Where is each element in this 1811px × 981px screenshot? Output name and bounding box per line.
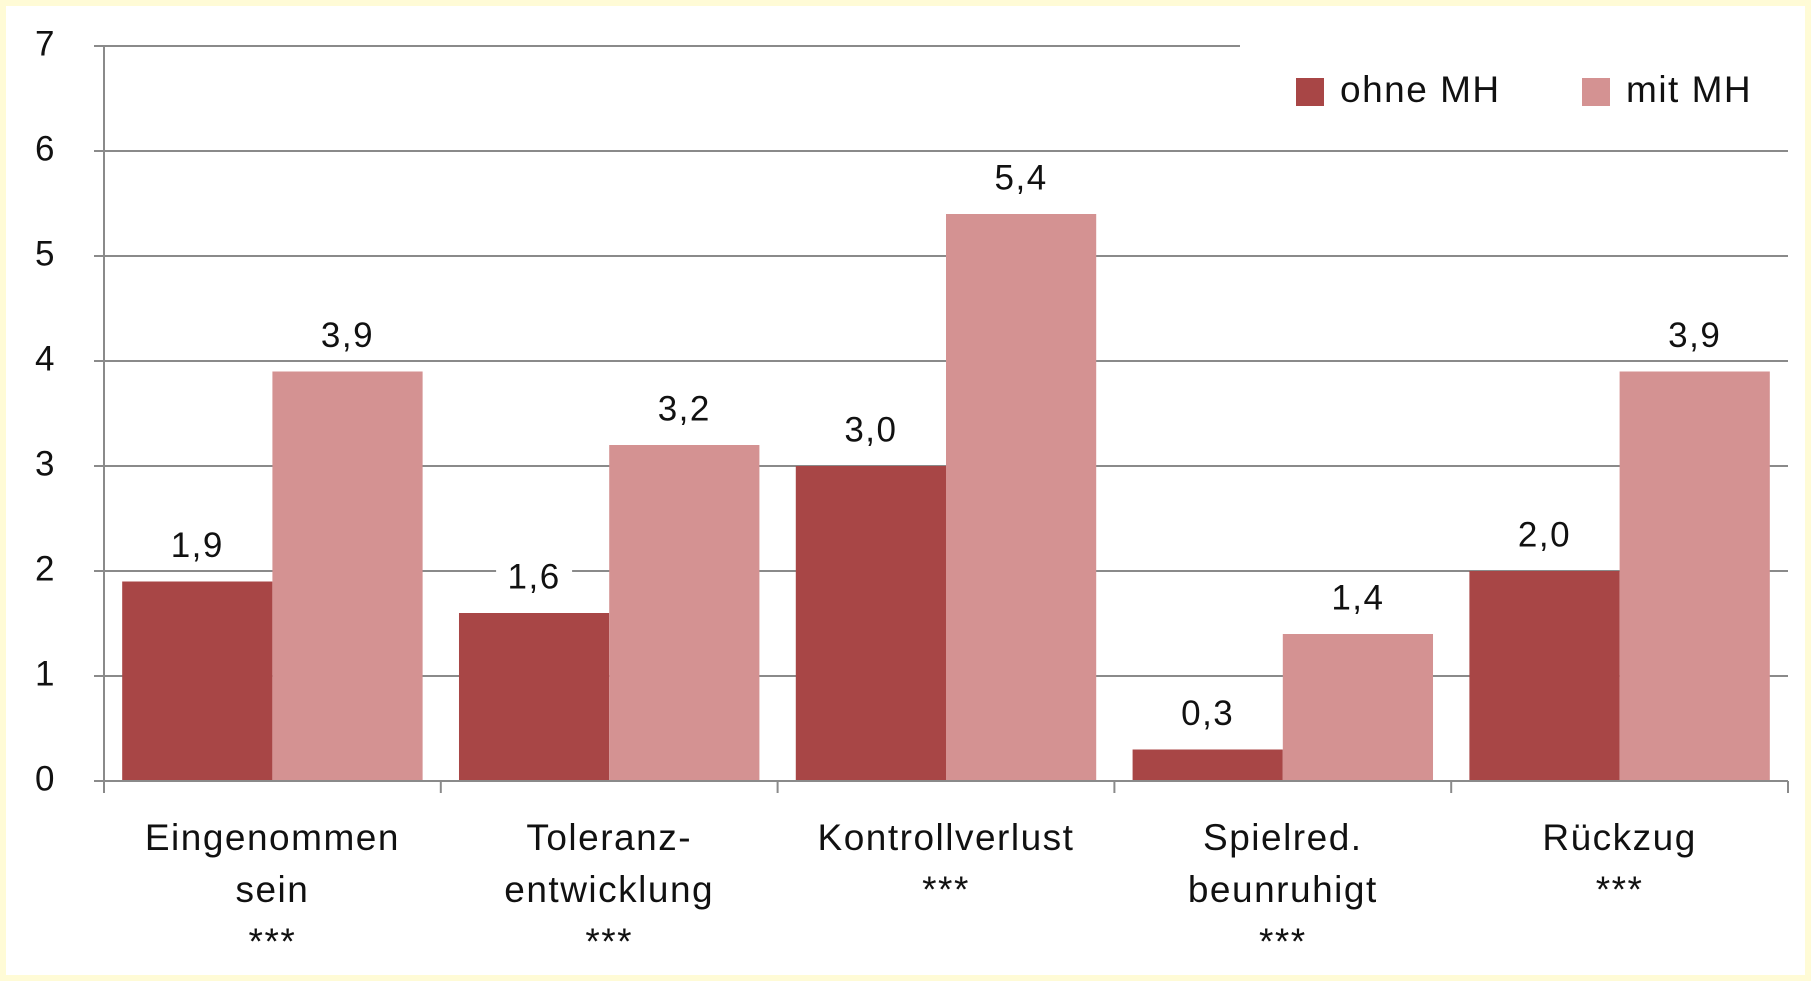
x-tick-label: *** [922, 869, 970, 910]
value-label: 3,9 [1668, 316, 1721, 355]
x-tick-label: *** [1596, 869, 1644, 910]
value-label-background [309, 315, 386, 360]
value-label-background [496, 557, 573, 601]
legend-label: ohne MH [1340, 69, 1501, 110]
y-tick-label: 1 [35, 654, 56, 693]
legend-swatch [1296, 78, 1324, 106]
value-label: 2,0 [1518, 515, 1571, 554]
value-label-background [832, 410, 909, 454]
value-label-background [646, 389, 723, 433]
value-label-background [159, 525, 236, 570]
legend-label: mit MH [1626, 69, 1752, 110]
bar [1132, 749, 1283, 781]
y-tick-label: 5 [35, 234, 56, 273]
legend-background [1240, 30, 1800, 125]
bar [1619, 371, 1770, 781]
y-tick-label: 0 [35, 759, 56, 798]
bar [946, 214, 1097, 781]
bar [458, 613, 610, 781]
value-label: 1,6 [508, 557, 561, 596]
value-label: 1,4 [1331, 578, 1384, 617]
x-tick-label: *** [585, 921, 633, 962]
x-tick-label: Rückzug [1542, 817, 1696, 858]
x-tick-label: Kontrollverlust [818, 817, 1075, 858]
value-label: 1,9 [171, 526, 224, 565]
value-label: 0,3 [1181, 694, 1234, 733]
x-tick-label: beunruhigt [1188, 869, 1378, 910]
x-tick-label: Spielred. [1203, 817, 1363, 858]
y-tick-label: 3 [35, 444, 56, 483]
x-tick-label: entwicklung [504, 869, 714, 910]
x-tick-label: sein [235, 869, 309, 910]
bar [272, 371, 423, 781]
value-label: 3,9 [321, 316, 374, 355]
bar [122, 581, 273, 781]
y-tick-label: 7 [35, 24, 56, 63]
x-tick-label: Toleranz- [526, 817, 692, 858]
bar [795, 466, 946, 781]
value-label-background [1506, 515, 1583, 559]
value-label-background [1169, 693, 1246, 738]
y-tick-label: 2 [35, 549, 56, 588]
value-label: 3,0 [844, 410, 897, 449]
y-tick-label: 4 [35, 339, 56, 378]
y-tick-label: 6 [35, 129, 56, 168]
x-tick-label: *** [1259, 921, 1307, 962]
bar [609, 445, 760, 781]
value-label: 5,4 [995, 158, 1048, 197]
bar [1469, 571, 1620, 781]
x-tick-label: *** [249, 921, 297, 962]
legend-swatch [1582, 78, 1610, 106]
value-label: 3,2 [658, 389, 711, 428]
bar [1282, 634, 1434, 781]
x-tick-label: Eingenommen [145, 817, 400, 858]
value-label-background [1656, 315, 1733, 360]
value-label-background [1319, 578, 1396, 622]
value-label-background [983, 158, 1060, 202]
